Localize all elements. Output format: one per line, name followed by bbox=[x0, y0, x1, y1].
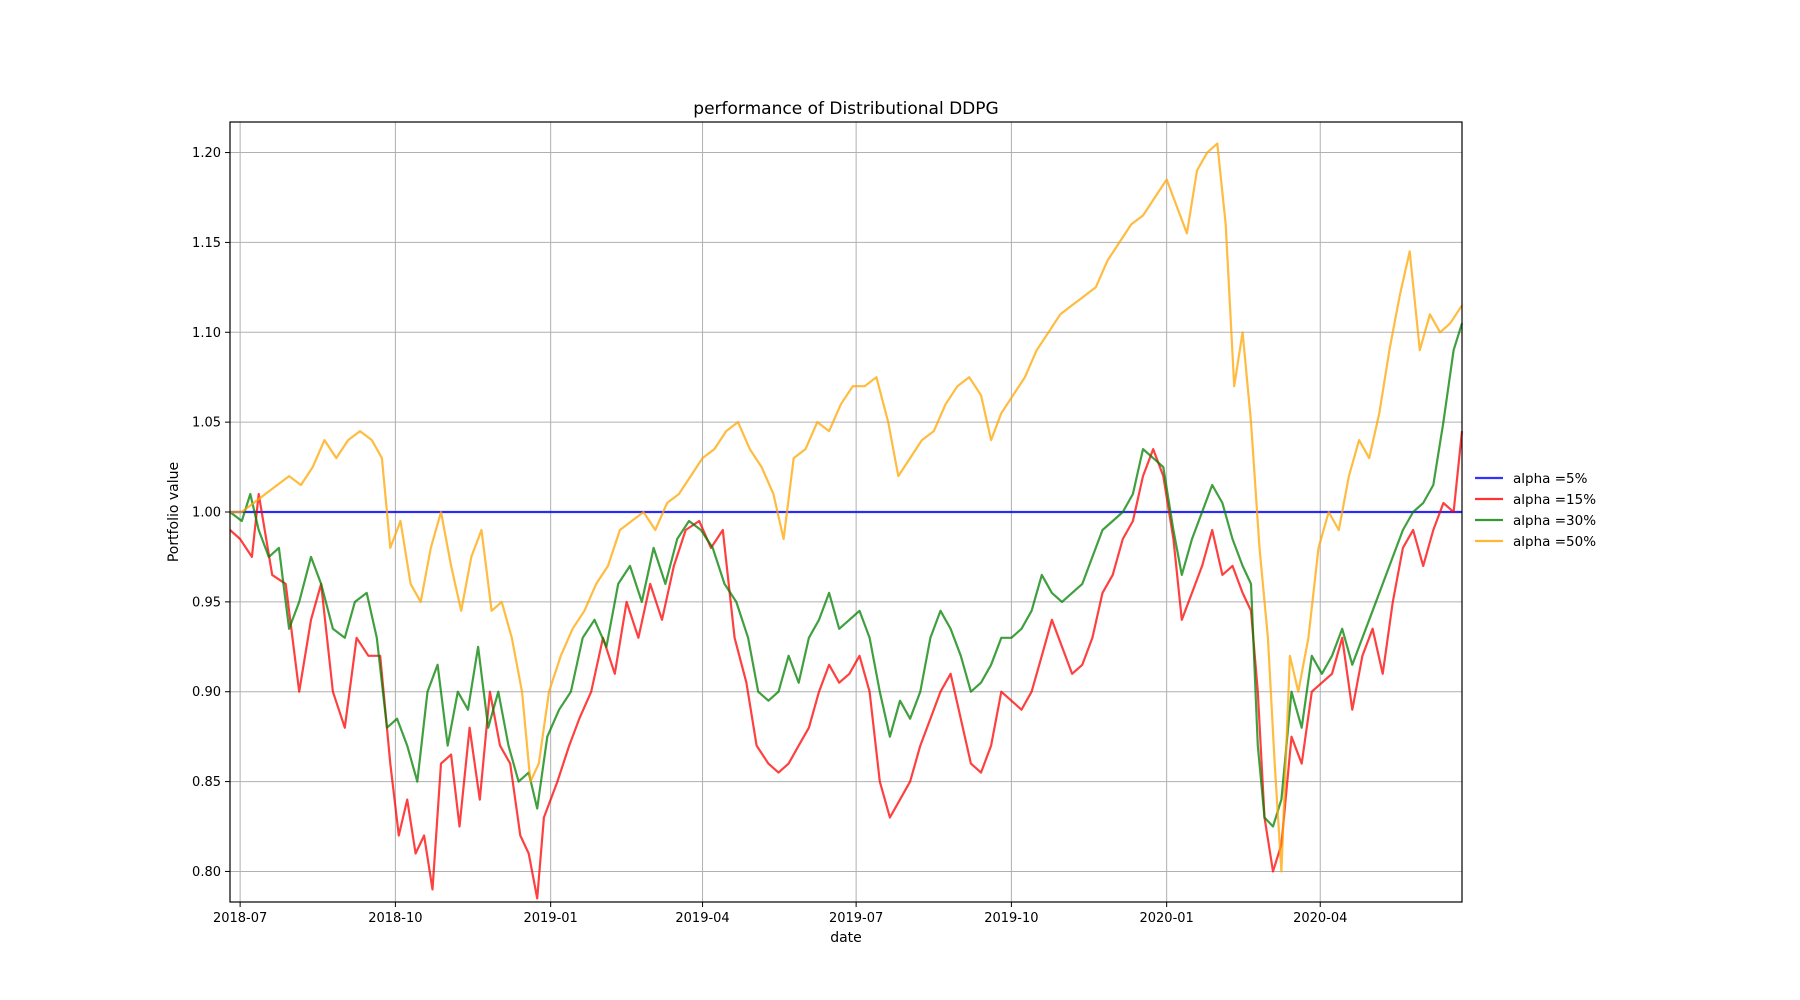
x-tick-label: 2019-04 bbox=[675, 911, 729, 926]
x-tick-label: 2019-01 bbox=[523, 911, 577, 926]
series-lines bbox=[229, 142, 1464, 900]
y-axis-ticks: 0.80 0.85 0.90 0.95 1.00 1.05 1.10 1.15 1.20 bbox=[192, 146, 230, 880]
y-tick-label: 1.00 bbox=[192, 506, 221, 521]
legend-entry-label: alpha =5% bbox=[1513, 471, 1588, 487]
y-tick-label: 0.90 bbox=[192, 685, 221, 700]
series-line-2 bbox=[229, 322, 1464, 828]
x-tick-label: 2019-10 bbox=[984, 911, 1038, 926]
legend-entry-label: alpha =50% bbox=[1513, 534, 1596, 550]
x-tick-label: 2020-04 bbox=[1293, 911, 1347, 926]
legend: alpha =5% alpha =15% alpha =30% alpha =50% bbox=[1475, 471, 1596, 550]
series-line-3 bbox=[230, 142, 1463, 873]
y-tick-label: 0.80 bbox=[192, 865, 221, 880]
legend-entry-label: alpha =30% bbox=[1513, 513, 1596, 529]
x-tick-label: 2018-10 bbox=[368, 911, 422, 926]
x-axis-ticks: 2018-07 2018-10 2019-01 2019-04 2019-07 2019-… bbox=[213, 902, 1347, 926]
chart-title: performance of Distributional DDPG bbox=[693, 99, 998, 119]
y-tick-label: 0.95 bbox=[192, 595, 221, 610]
y-tick-label: 0.85 bbox=[192, 775, 221, 790]
legend-entry-label: alpha =15% bbox=[1513, 492, 1596, 508]
series-line-1 bbox=[229, 430, 1464, 900]
y-tick-label: 1.05 bbox=[192, 416, 221, 431]
x-tick-label: 2020-01 bbox=[1139, 911, 1193, 926]
y-axis-label: Portfolio value bbox=[166, 462, 182, 562]
y-tick-label: 1.15 bbox=[192, 236, 221, 251]
y-tick-label: 1.10 bbox=[192, 326, 221, 341]
x-axis-label: date bbox=[830, 930, 862, 946]
y-tick-label: 1.20 bbox=[192, 146, 221, 161]
x-tick-label: 2018-07 bbox=[213, 911, 267, 926]
x-tick-label: 2019-07 bbox=[829, 911, 883, 926]
